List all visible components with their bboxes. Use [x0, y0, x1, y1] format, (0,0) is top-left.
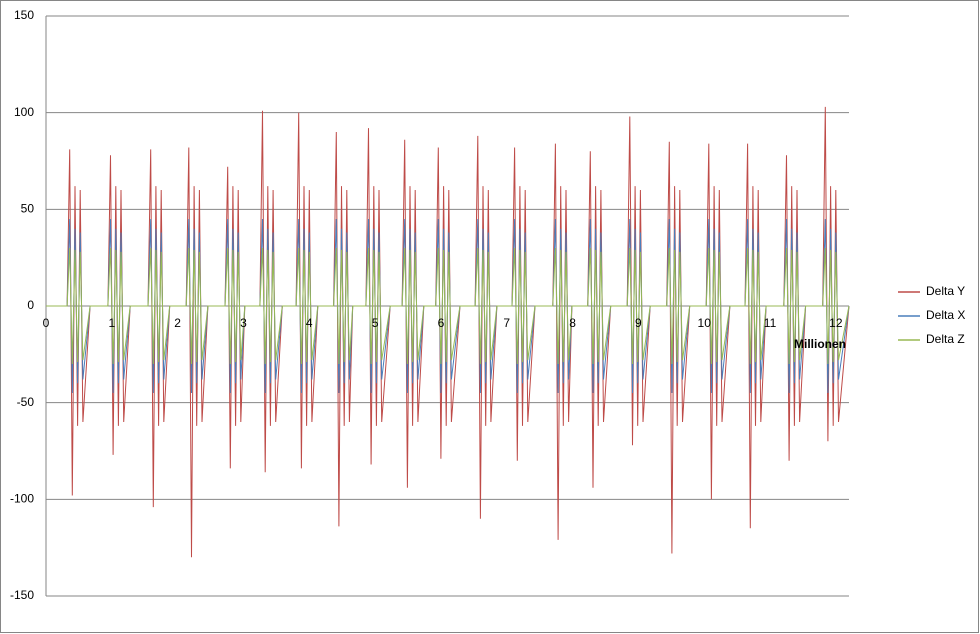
legend-label: Delta X [926, 308, 965, 322]
data-line [46, 247, 850, 365]
legend-label: Delta Y [926, 284, 965, 298]
x-tick-label: 2 [174, 316, 181, 330]
x-tick-label: 3 [240, 316, 247, 330]
y-tick-label: -50 [17, 395, 35, 409]
x-tick-label: 9 [635, 316, 642, 330]
x-tick-label: 5 [372, 316, 379, 330]
x-unit-label: Millionen [794, 337, 846, 351]
y-tick-label: 150 [14, 8, 34, 22]
x-tick-label: 4 [306, 316, 313, 330]
x-tick-label: 10 [698, 316, 712, 330]
y-tick-label: 0 [27, 298, 34, 312]
y-tick-label: 100 [14, 105, 34, 119]
x-tick-label: 7 [503, 316, 510, 330]
data-line [46, 218, 850, 394]
y-tick-label: -100 [10, 492, 34, 506]
x-tick-label: 0 [43, 316, 50, 330]
x-tick-label: 1 [108, 316, 115, 330]
legend-label: Delta Z [926, 332, 965, 346]
data-line [46, 106, 850, 558]
x-tick-label: 12 [829, 316, 843, 330]
y-tick-label: 50 [21, 202, 35, 216]
x-tick-label: 11 [764, 316, 777, 330]
y-tick-label: -150 [10, 588, 34, 602]
x-tick-label: 8 [569, 316, 576, 330]
x-tick-label: 6 [438, 316, 445, 330]
